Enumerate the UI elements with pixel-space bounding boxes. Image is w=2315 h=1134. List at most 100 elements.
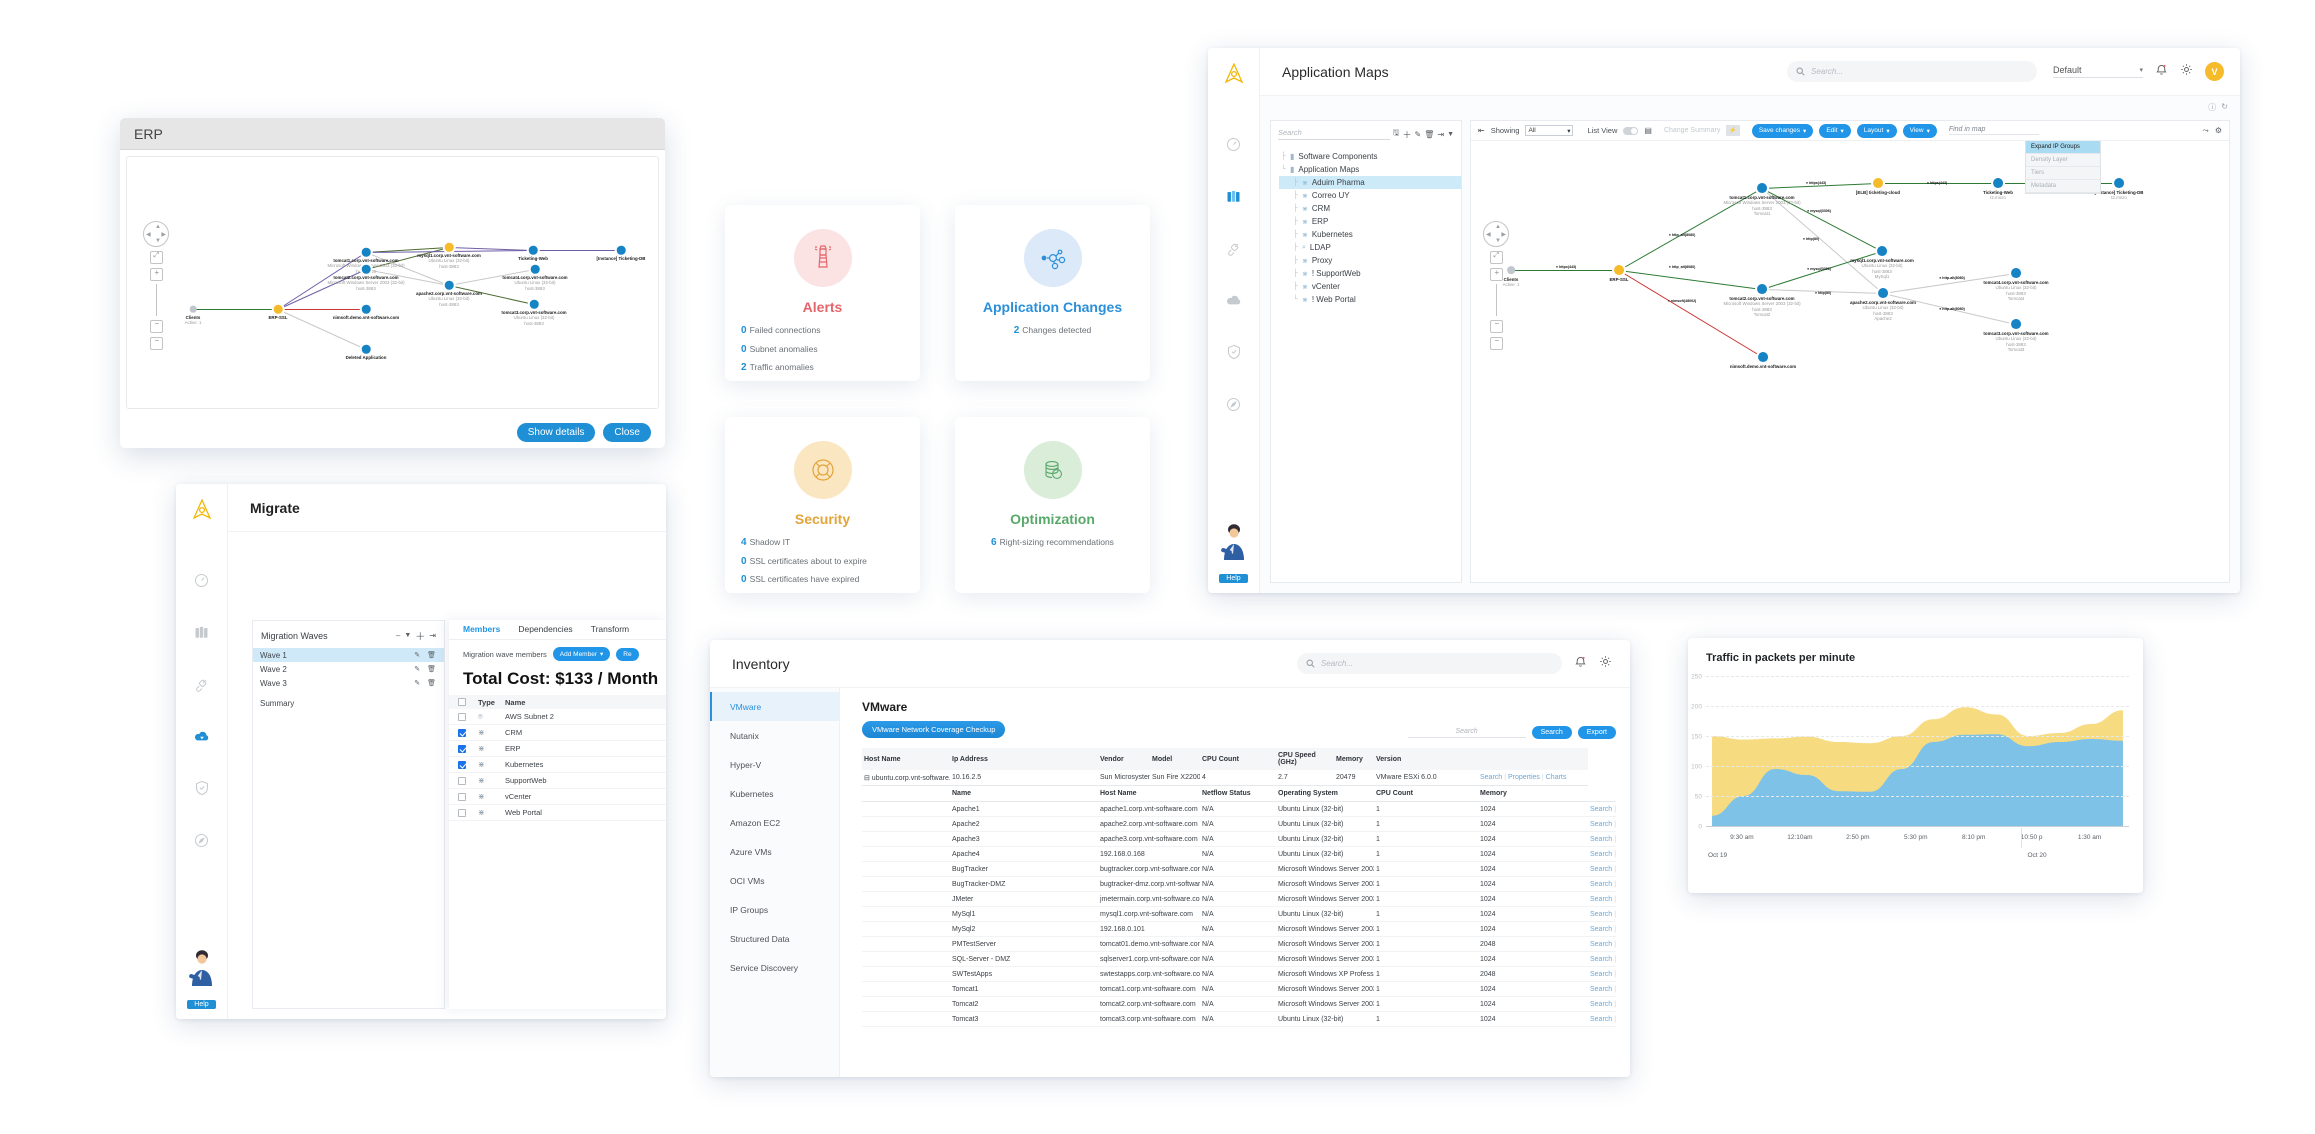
row-actions[interactable]: Search|Properties|Charts: [1588, 831, 1616, 847]
tree-node-aduim-pharma[interactable]: ├ ⋇ Aduim Pharma: [1279, 176, 1461, 189]
row-actions[interactable]: Search|Properties|Charts: [1588, 906, 1616, 922]
zoom-slider-track[interactable]: [155, 284, 157, 316]
tree-node-software-components[interactable]: ├ ▮ Software Components: [1279, 150, 1461, 163]
avatar[interactable]: V: [2205, 62, 2224, 81]
row-actions[interactable]: Search|Properties|Charts: [1588, 921, 1616, 937]
table-row[interactable]: ⌾ AWS Subnet 2: [449, 709, 666, 725]
row-actions[interactable]: Search|Properties|Charts: [1588, 966, 1616, 982]
table-row[interactable]: ⋇ ERP: [449, 741, 666, 757]
sidebar-item-vmware[interactable]: VMware: [710, 692, 839, 721]
close-button[interactable]: Close: [603, 422, 651, 442]
rail-item-compass[interactable]: [176, 814, 227, 866]
action-search[interactable]: Search: [1590, 805, 1613, 813]
edit-pencil-icon[interactable]: ✎: [414, 680, 421, 687]
sidebar-item-amazon-ec2[interactable]: Amazon EC2: [730, 817, 781, 828]
table-row[interactable]: ⋇ SupportWeb: [449, 773, 666, 789]
rail-item-compass[interactable]: [1208, 378, 1259, 430]
map-node-erpssl[interactable]: [1614, 265, 1624, 275]
row-actions[interactable]: Search|Properties|Charts: [1588, 1011, 1616, 1027]
table-row[interactable]: Apache2 apache2.corp.vnt-software.com N/A U…: [862, 816, 1616, 832]
action-search[interactable]: Search: [1590, 895, 1613, 903]
delete-trash-icon[interactable]: 🗑: [1424, 129, 1435, 139]
add-member-button[interactable]: Add Member ▾: [552, 647, 611, 661]
chevron-down-icon[interactable]: ▼: [404, 632, 412, 639]
ctx-item-metadata[interactable]: Metadata: [2026, 180, 2100, 193]
tab-transform[interactable]: Transform: [590, 624, 630, 634]
table-row[interactable]: ⋇ CRM: [449, 725, 666, 741]
edit-pencil-icon[interactable]: ✎: [414, 652, 421, 659]
row-checkbox[interactable]: [458, 776, 466, 785]
action-search[interactable]: Search: [1590, 1000, 1613, 1008]
map-node-apache2[interactable]: [1878, 288, 1888, 298]
select-all-checkbox[interactable]: [458, 698, 466, 706]
row-actions[interactable]: Search|Properties|Charts: [1588, 951, 1616, 967]
network-coverage-checkup-button[interactable]: VMware Network Coverage Checkup: [862, 721, 1006, 738]
save-changes-button[interactable]: Save changes ▾: [1751, 123, 1814, 138]
map-node-ticketdb[interactable]: [2114, 178, 2124, 188]
edit-pencil-icon[interactable]: ✎: [1414, 129, 1422, 139]
action-search[interactable]: Search: [1590, 940, 1613, 948]
table-row[interactable]: PMTestServer tomcat01.demo.vnt-software.c…: [862, 936, 1616, 952]
zoom-in-button[interactable]: +: [1489, 268, 1503, 281]
table-row[interactable]: Apache1 apache1.corp.vnt-software.com N/A U…: [862, 801, 1616, 817]
gear-icon[interactable]: ⚙: [2214, 126, 2222, 135]
tree-node-supportweb[interactable]: ├ ⋇! SupportWeb: [1279, 267, 1461, 280]
tree-expander-icon[interactable]: ├: [1281, 153, 1286, 160]
action-search[interactable]: Search: [1590, 985, 1613, 993]
action-search[interactable]: Search: [1590, 835, 1613, 843]
showing-select[interactable]: All ▾: [1525, 125, 1574, 136]
card-security[interactable]: Security 4 Shadow IT 0 SSL certificates ab…: [725, 417, 920, 593]
map-pan-zoom-control[interactable]: ▲ ▼ ◀ ▶ ⤢ + − −: [1483, 221, 1509, 350]
row-checkbox[interactable]: [458, 744, 466, 753]
card-optimization[interactable]: Optimization 6 Right-sizing recommendatio…: [955, 417, 1150, 593]
map-node-apache2[interactable]: [444, 280, 454, 290]
table-icon[interactable]: ▤: [1644, 126, 1652, 135]
map-node-clients[interactable]: [1507, 266, 1515, 274]
notifications-bell-icon[interactable]: [2155, 63, 2168, 81]
tree-node-correo-uy[interactable]: ├ ⋇ Correo UY: [1279, 189, 1461, 202]
table-row[interactable]: BugTracker-DMZ bugtracker-dmz.corp.vnt-so…: [862, 876, 1616, 892]
action-search[interactable]: Search: [1590, 820, 1613, 828]
fit-to-screen-button[interactable]: ⤢: [149, 251, 163, 264]
row-checkbox[interactable]: [458, 728, 466, 737]
table-row[interactable]: MySql2 192.168.0.101 N/A Microsoft Windows …: [862, 921, 1616, 937]
zoom-slider-track[interactable]: [1495, 284, 1497, 316]
table-row[interactable]: MySql1 mysql1.corp.vnt-software.com N/A Ubu…: [862, 906, 1616, 922]
share-icon[interactable]: ⤳: [2202, 125, 2209, 135]
rail-item-security[interactable]: [1208, 326, 1259, 378]
tab-dependencies[interactable]: Dependencies: [518, 624, 573, 634]
sidebar-item-oci-vms[interactable]: OCI VMs: [730, 875, 765, 886]
map-node-tomcat1[interactable]: [1757, 183, 1767, 193]
table-row[interactable]: SWTestApps swtestapps.corp.vnt-software.c…: [862, 966, 1616, 982]
help-label[interactable]: Help: [187, 1000, 216, 1009]
refresh-icon[interactable]: ↻: [2221, 102, 2228, 111]
tree-node-vcenter[interactable]: ├ ⋇ vCenter: [1279, 280, 1461, 293]
rail-item-cloud[interactable]: [176, 710, 227, 762]
action-search[interactable]: Search: [1480, 774, 1503, 781]
sidebar-item-service-discovery[interactable]: Service Discovery: [730, 962, 799, 973]
table-row[interactable]: Apache4 192.168.0.168 N/A Ubuntu Linux (32-…: [862, 846, 1616, 862]
map-node-nimsoft[interactable]: [361, 304, 371, 314]
find-in-map-input[interactable]: Find in map: [1948, 126, 2039, 135]
fit-to-screen-button[interactable]: ⤢: [1489, 251, 1503, 264]
row-actions[interactable]: Search|Properties|Charts: [1588, 816, 1616, 832]
row-actions[interactable]: Search|Properties|Charts: [1588, 846, 1616, 862]
chevron-down-icon[interactable]: ▼: [1447, 130, 1454, 138]
zoom-out-button[interactable]: −: [1489, 319, 1503, 333]
gear-icon[interactable]: [1599, 655, 1612, 673]
sidebar-item-kubernetes[interactable]: Kubernetes: [730, 788, 774, 799]
action-search[interactable]: Search: [1590, 925, 1613, 933]
waves-summary-item[interactable]: Summary: [253, 696, 444, 710]
notifications-bell-icon[interactable]: [1574, 655, 1587, 673]
collapse-icon[interactable]: –: [395, 631, 401, 640]
action-search[interactable]: Search: [1590, 910, 1613, 918]
row-actions[interactable]: Search|Properties|Charts: [1588, 996, 1616, 1012]
row-actions[interactable]: Search|Properties|Charts: [1588, 876, 1616, 892]
row-checkbox[interactable]: [458, 808, 466, 817]
wave-row[interactable]: Wave 2 ✎ 🗑: [253, 662, 444, 676]
pan-compass-icon[interactable]: ▲ ▼ ◀ ▶: [1483, 221, 1509, 247]
map-node-clients[interactable]: [189, 305, 197, 313]
show-details-button[interactable]: Show details: [516, 422, 596, 442]
action-search[interactable]: Search: [1590, 970, 1613, 978]
table-search-button[interactable]: Search: [1531, 726, 1572, 739]
